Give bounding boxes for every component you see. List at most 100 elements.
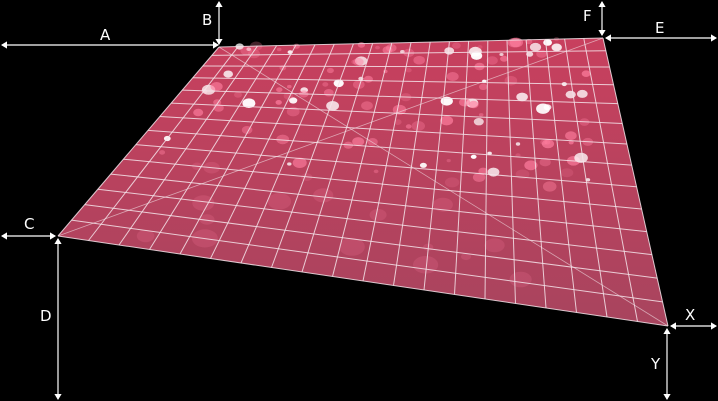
bokeh-dot [292,157,307,168]
bokeh-dot [536,103,550,114]
arrowhead [54,394,62,400]
label-y: Y [650,355,661,373]
bokeh-dot [432,197,453,212]
bokeh-dot [544,140,551,145]
bokeh-dot [275,100,282,105]
bokeh-dot [565,90,576,99]
diagonal-lines [57,37,669,327]
bokeh-dot [351,59,358,65]
arrowhead [215,1,223,7]
bokeh-dot [576,89,588,98]
label-a: A [100,26,111,44]
grid-row-line [135,144,637,188]
grid-row-line [182,89,618,105]
bokeh-dot [541,139,555,149]
bokeh-dot [363,75,373,83]
bokeh-dot [568,140,574,145]
bokeh-dot [459,98,471,107]
bokeh-dot [499,53,504,56]
label-f: F [583,7,592,25]
bokeh-dot [515,153,521,158]
bokeh-dot [477,45,483,49]
bokeh-dot [470,154,477,159]
bokeh-dot [400,50,405,54]
label-b: B [202,11,212,29]
grid-row-line [110,173,647,233]
bokeh-dot [267,193,292,210]
bokeh-dot [339,237,365,256]
bokeh-dot [352,137,365,147]
arrowhead [213,41,219,49]
arrowhead [711,322,717,330]
bokeh-dot [322,82,329,87]
grid-row-line [84,204,658,279]
bokeh-dot [479,83,488,91]
bokeh-dot [287,162,292,166]
bokeh-dot [468,100,479,109]
arrowhead [598,1,606,7]
bokeh-dot [524,160,538,171]
bokeh-dot [289,97,298,104]
bokeh-dot [240,46,253,56]
bokeh-dot [394,119,402,125]
arrowhead [1,41,7,49]
label-d: D [40,307,52,325]
bokeh-dot [405,124,412,129]
bokeh-dot [543,39,552,46]
bokeh-dot [373,169,379,174]
bokeh-dot [357,42,366,48]
arrowhead [663,328,671,334]
bokeh-dot [199,214,215,225]
bokeh-dot [242,98,256,108]
bokeh-dot [478,113,484,117]
bokeh-dot [460,252,472,261]
bokeh-dot [353,80,365,89]
grid-row-line [202,65,610,68]
bokeh-dot [444,177,460,188]
bokeh-dot [192,195,215,211]
grid-row-line [192,77,614,86]
bokeh-dot [560,168,574,178]
bokeh-dot [287,84,292,89]
bokeh-dot [526,51,534,57]
grid-row-line [159,116,627,145]
bokeh-dot [509,271,532,288]
bokeh-dot [353,57,364,66]
bokeh-dot [323,89,334,97]
bokeh-dot [500,55,509,62]
bokeh-dot [529,42,542,52]
bokeh-dot [551,43,562,52]
grid-row-line [57,235,669,327]
arrowhead [663,394,671,400]
bokeh-dot [516,92,528,102]
bokeh-dot [413,55,426,65]
bokeh-dot [440,115,454,126]
bokeh-dot [355,56,368,66]
bokeh-dot [369,209,387,221]
grid-row-line [97,188,652,256]
bokeh-dot [392,104,407,115]
bokeh-dot [159,150,166,155]
bokeh-dot [246,47,252,51]
bokeh-dot [446,159,451,163]
bokeh-dot [413,255,439,274]
bokeh-dot [419,162,427,168]
grid-row-line [123,158,642,210]
grid-row-line [218,37,604,48]
bokeh-dot [361,101,373,111]
arrowhead [215,39,223,45]
bokeh-dot [136,229,155,243]
diagonal-line [57,37,604,237]
arrowhead [670,322,676,330]
arrowhead [598,30,606,36]
arrowhead [50,232,56,240]
bokeh-dot [313,188,334,203]
bokeh-dot [326,67,334,74]
bokeh-dot [509,37,523,48]
bokeh-dot [276,87,283,93]
bokeh-dot [504,75,518,86]
bokeh-dot [486,56,498,65]
